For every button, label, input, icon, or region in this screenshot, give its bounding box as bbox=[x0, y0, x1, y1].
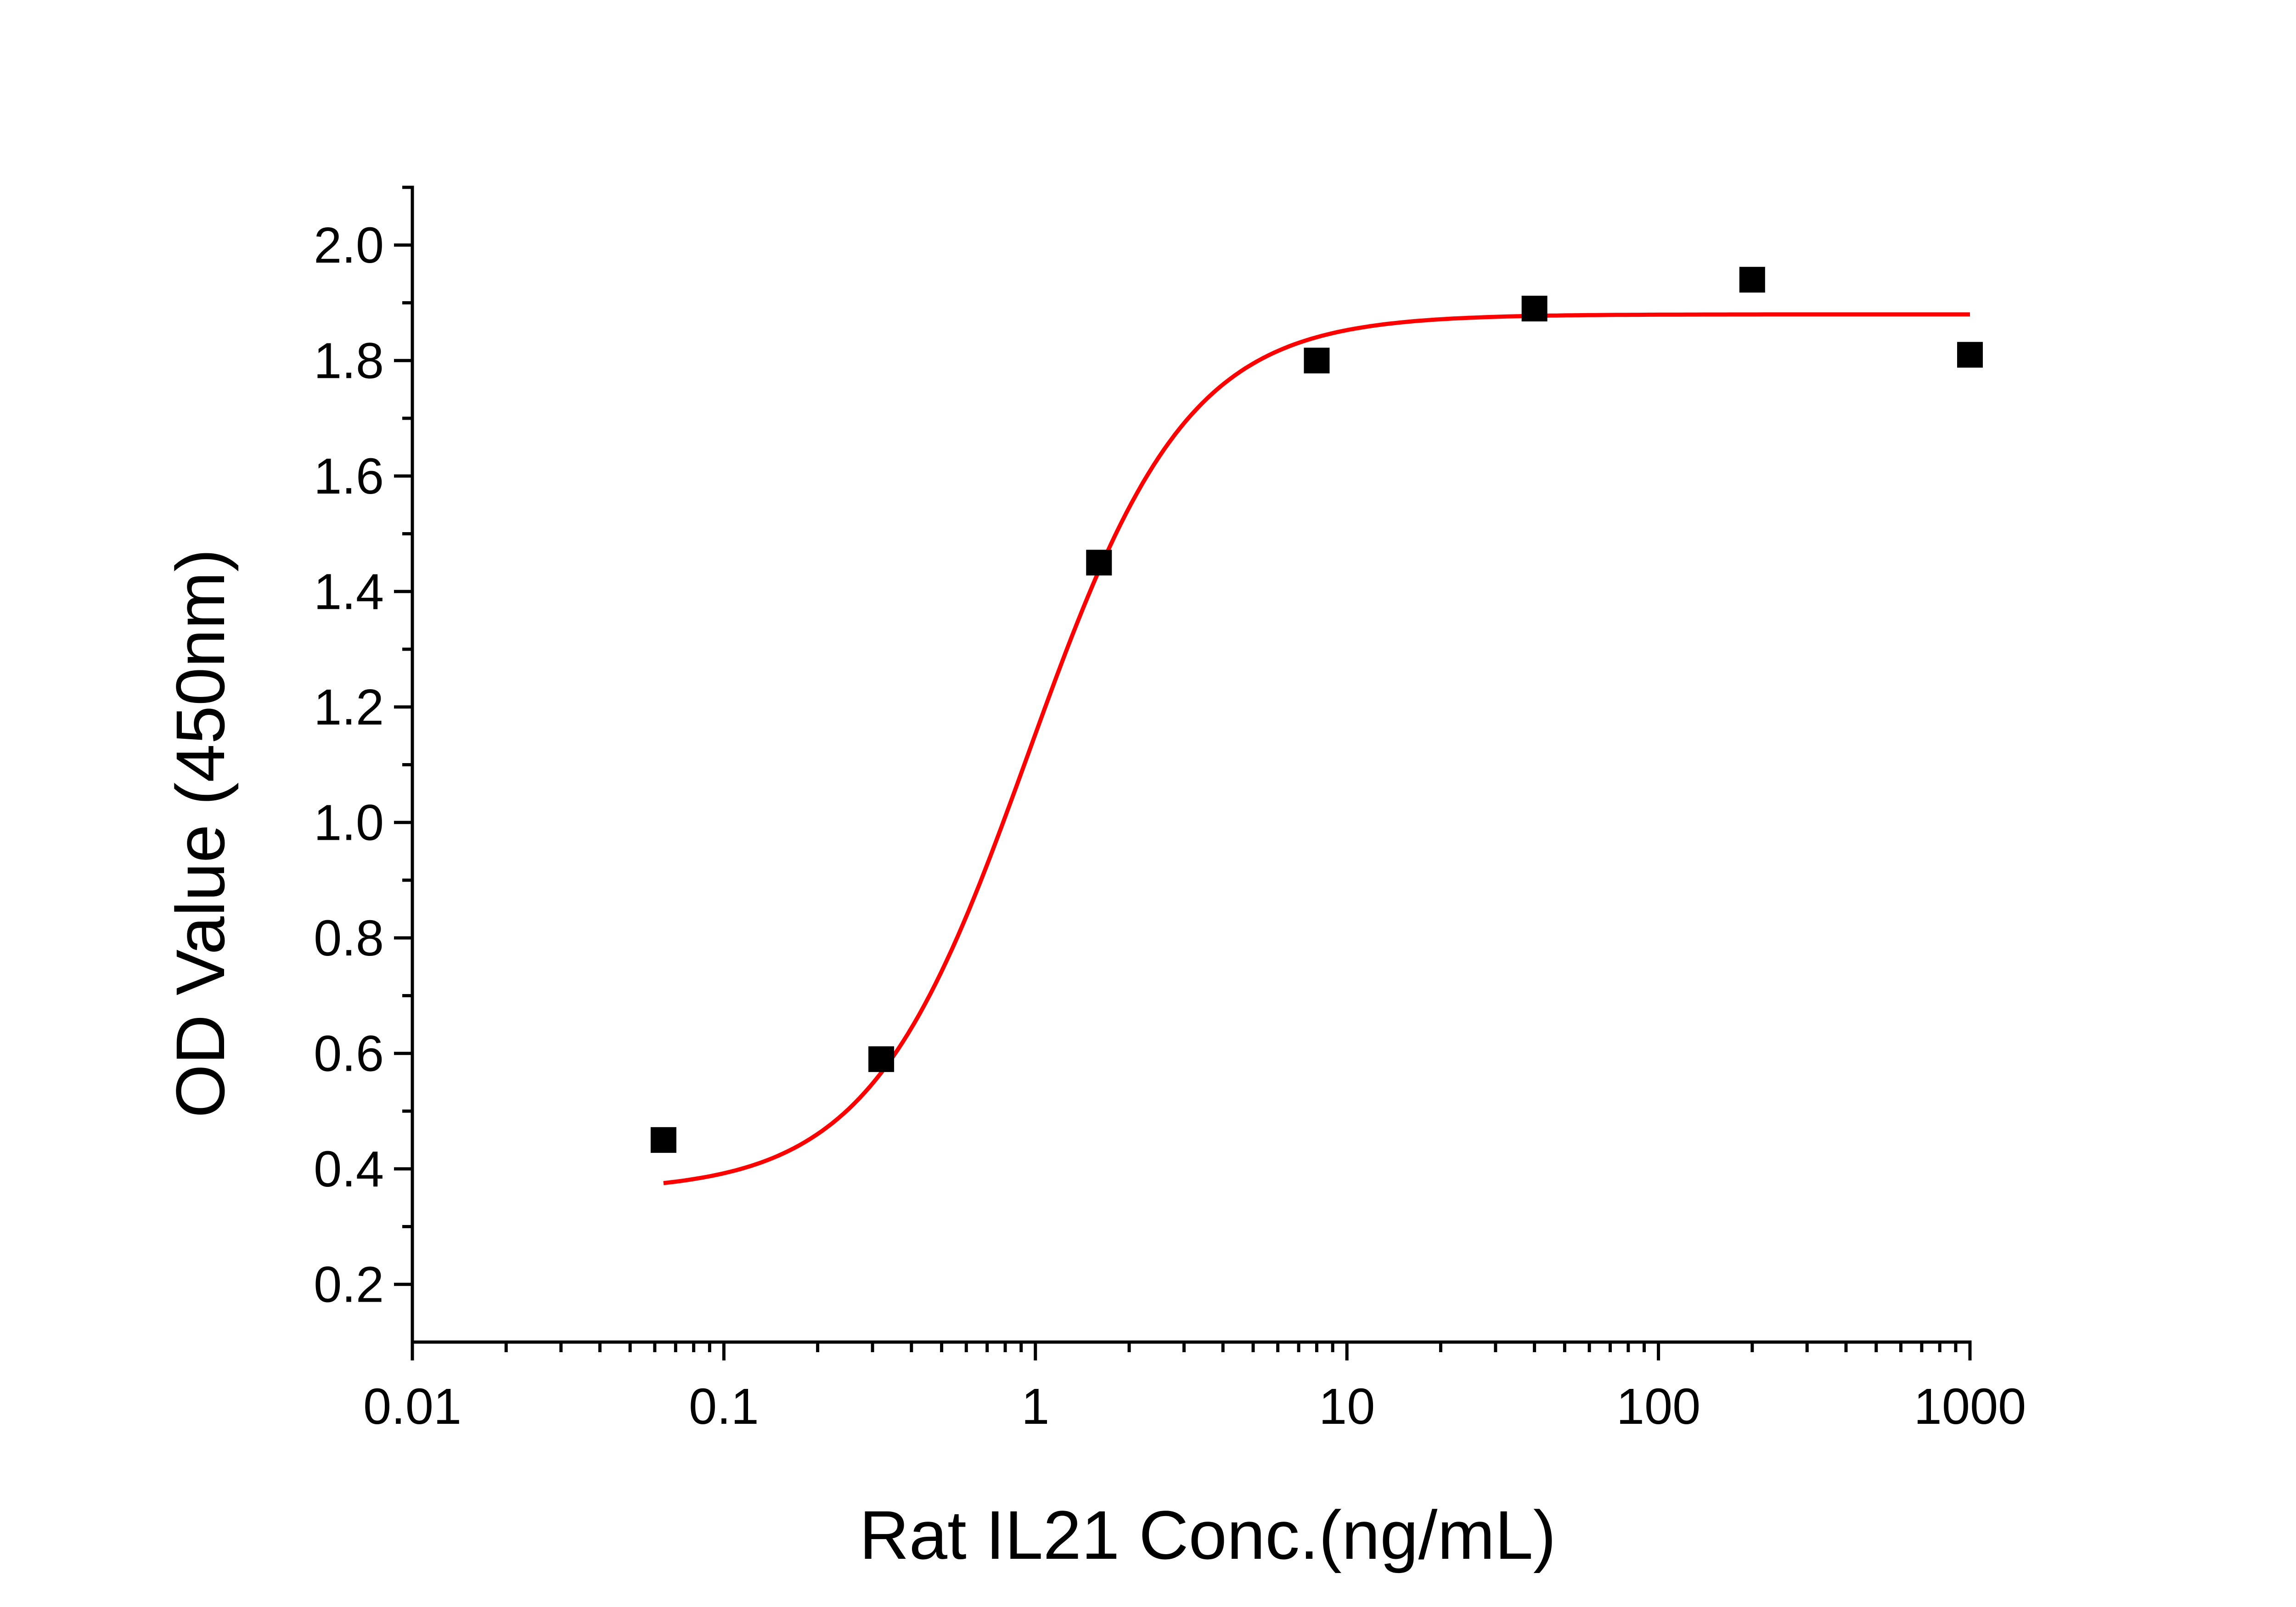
x-tick-label: 100 bbox=[1616, 1378, 1701, 1435]
data-points-layer bbox=[650, 267, 1983, 1153]
y-axis-label: OD Value (450nm) bbox=[162, 549, 239, 1118]
x-tick-label: 1 bbox=[1021, 1378, 1049, 1435]
data-point bbox=[1521, 296, 1548, 322]
fit-curve-layer bbox=[663, 312, 1970, 1186]
y-tick-label: 0.4 bbox=[314, 1141, 384, 1197]
x-axis-label: Rat IL21 Conc.(ng/mL) bbox=[859, 1496, 1556, 1573]
y-tick-label: 1.2 bbox=[314, 679, 384, 736]
y-tick-label: 1.4 bbox=[314, 563, 384, 620]
data-point bbox=[1957, 342, 1983, 368]
y-tick-label: 1.8 bbox=[314, 332, 384, 389]
data-point bbox=[1739, 267, 1765, 293]
data-point bbox=[650, 1127, 676, 1153]
y-tick-label: 1.6 bbox=[314, 448, 384, 505]
y-tick-label: 1.0 bbox=[314, 794, 384, 851]
y-tick-label: 0.2 bbox=[314, 1256, 384, 1313]
y-tick-label: 2.0 bbox=[314, 217, 384, 274]
y-tick-label: 0.6 bbox=[314, 1025, 384, 1082]
data-point bbox=[1304, 348, 1330, 374]
data-point bbox=[868, 1046, 895, 1072]
y-tick-label: 0.8 bbox=[314, 910, 384, 966]
axes: 0.2 0.4 0.6 0.8 1.0 1.2 1.4 1.6 1.8 2.0 0.01 0.1 1 10… bbox=[314, 185, 2026, 1435]
x-tick-label: 1000 bbox=[1914, 1378, 2026, 1435]
x-tick-label: 0.1 bbox=[689, 1378, 759, 1435]
data-point bbox=[1086, 550, 1112, 576]
fit-curve bbox=[663, 312, 1970, 1186]
x-tick-label: 0.01 bbox=[363, 1378, 461, 1435]
x-tick-label: 10 bbox=[1319, 1378, 1375, 1435]
